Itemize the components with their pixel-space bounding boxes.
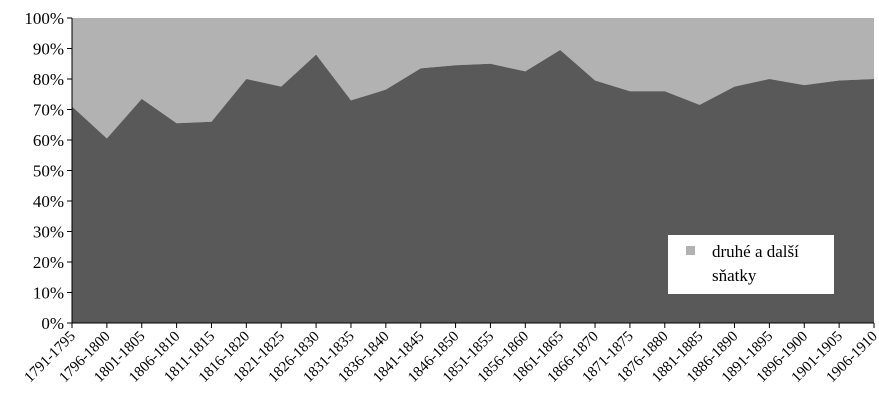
y-tick-label: 20% [33, 253, 64, 272]
y-tick-label: 40% [33, 192, 64, 211]
legend-swatch [686, 246, 695, 255]
y-tick-label: 80% [33, 70, 64, 89]
y-tick-label: 70% [33, 101, 64, 120]
area-series-second-marriages [72, 18, 874, 139]
y-tick-label: 90% [33, 40, 64, 59]
y-tick-label: 60% [33, 131, 64, 150]
y-tick-label: 50% [33, 162, 64, 181]
legend-box [668, 235, 834, 294]
y-tick-label: 30% [33, 223, 64, 242]
y-tick-label: 100% [24, 9, 64, 28]
y-tick-label: 10% [33, 284, 64, 303]
legend-label-line1: druhé a další [712, 242, 799, 261]
y-tick-label: 0% [41, 314, 64, 333]
legend-label-line2: sňatky [712, 266, 757, 285]
y-axis-ticks: 0% 10% 20% 30% 40% 50% 60% 70% 80% 90% 100% [24, 9, 72, 333]
legend: druhé a další sňatky [668, 235, 834, 294]
x-axis-ticks: 1791-17951796-18001801-18051806-18101811… [22, 323, 879, 386]
